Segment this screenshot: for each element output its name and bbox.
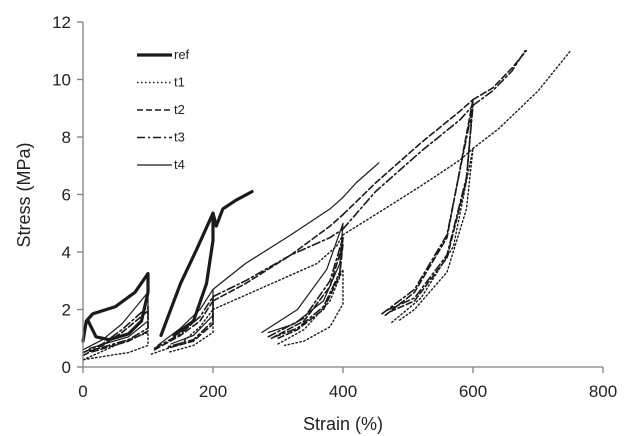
series-t1-line	[212, 234, 344, 311]
y-tick-label: 6	[62, 186, 71, 205]
series-t1-line	[277, 268, 344, 347]
y-tick-label: 10	[52, 71, 71, 90]
y-tick-label: 12	[52, 13, 71, 32]
series-ref-line	[81, 272, 150, 343]
y-tick-label: 4	[62, 243, 71, 262]
y-axis-title: Stress (MPa)	[14, 142, 34, 247]
x-tick-label: 400	[329, 382, 357, 401]
legend: ref t1 t2 t3 t4	[137, 47, 190, 172]
series-ref	[81, 190, 254, 343]
x-tick-label: 0	[78, 382, 87, 401]
series-t4-line	[82, 291, 149, 351]
series-t4-line	[212, 196, 344, 290]
series-t1	[82, 50, 572, 361]
x-tick-label: 800	[589, 382, 617, 401]
series-t2-line	[212, 213, 344, 302]
series-t2-line	[384, 98, 474, 317]
y-axis: 0 2 4 6 8 10 12	[52, 13, 84, 377]
series-t2-line	[270, 242, 344, 340]
series-t3	[82, 50, 526, 354]
y-tick-label: 8	[62, 128, 71, 147]
legend-label-t1: t1	[174, 75, 185, 90]
y-tick-label: 2	[62, 301, 71, 320]
x-axis-title: Strain (%)	[303, 414, 383, 434]
legend-label-t3: t3	[174, 130, 185, 145]
y-tick-label: 0	[62, 358, 71, 377]
plot-area	[81, 50, 572, 361]
series-t2-line	[342, 98, 474, 216]
x-axis: 0 200 400 600 800	[78, 366, 617, 401]
legend-label-ref: ref	[174, 47, 190, 62]
series-ref-line	[159, 211, 215, 337]
series-t2-line	[472, 50, 528, 101]
legend-label-t2: t2	[174, 102, 185, 117]
series-t3-line	[342, 104, 474, 230]
series-t1-line	[472, 50, 572, 150]
series-t4-line	[342, 162, 380, 198]
series-t3-line	[472, 50, 526, 107]
series-t4	[82, 162, 380, 351]
series-ref-line	[211, 190, 254, 228]
x-tick-label: 200	[199, 382, 227, 401]
series-t2-line	[82, 310, 149, 357]
series-t1-line	[342, 147, 474, 236]
legend-label-t4: t4	[174, 157, 185, 172]
series-t1-line	[391, 147, 474, 324]
series-t1-line	[82, 331, 149, 361]
x-tick-label: 600	[459, 382, 487, 401]
series-t2	[82, 50, 528, 357]
series-t1-line	[150, 308, 214, 355]
series-t3-line	[267, 236, 344, 338]
